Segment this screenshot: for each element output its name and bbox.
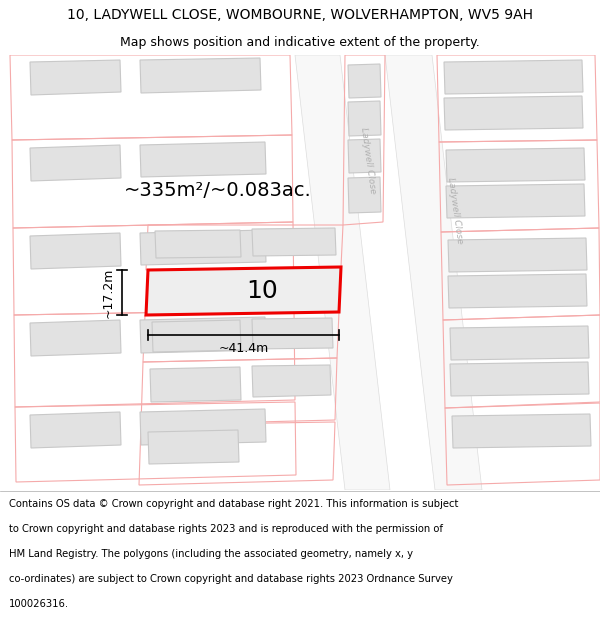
Text: co-ordinates) are subject to Crown copyright and database rights 2023 Ordnance S: co-ordinates) are subject to Crown copyr… [9,574,453,584]
Text: Contains OS data © Crown copyright and database right 2021. This information is : Contains OS data © Crown copyright and d… [9,499,458,509]
Polygon shape [385,55,482,490]
Polygon shape [30,412,121,448]
Polygon shape [448,238,587,272]
Text: 100026316.: 100026316. [9,599,69,609]
Polygon shape [348,101,381,136]
Polygon shape [348,177,381,213]
Text: HM Land Registry. The polygons (including the associated geometry, namely x, y: HM Land Registry. The polygons (includin… [9,549,413,559]
Polygon shape [446,184,585,218]
Polygon shape [150,367,241,402]
Polygon shape [140,142,266,177]
Text: 10, LADYWELL CLOSE, WOMBOURNE, WOLVERHAMPTON, WV5 9AH: 10, LADYWELL CLOSE, WOMBOURNE, WOLVERHAM… [67,8,533,22]
Polygon shape [30,233,121,269]
Polygon shape [444,60,583,94]
Text: ~17.2m: ~17.2m [101,268,115,318]
Polygon shape [140,58,261,93]
Text: ~41.4m: ~41.4m [218,342,269,356]
Polygon shape [30,60,121,95]
Polygon shape [450,362,589,396]
Text: 10: 10 [246,279,278,303]
Polygon shape [140,409,266,445]
Polygon shape [444,96,583,130]
Polygon shape [30,145,121,181]
Polygon shape [348,64,381,98]
Polygon shape [252,365,331,397]
Polygon shape [252,228,336,256]
Text: to Crown copyright and database rights 2023 and is reproduced with the permissio: to Crown copyright and database rights 2… [9,524,443,534]
Text: Ladywell Close: Ladywell Close [359,126,377,194]
Text: Ladywell Close: Ladywell Close [446,176,464,244]
Text: ~335m²/~0.083ac.: ~335m²/~0.083ac. [124,181,312,199]
Polygon shape [148,430,239,464]
Polygon shape [446,148,585,182]
Polygon shape [448,274,587,308]
Polygon shape [450,326,589,360]
Polygon shape [30,320,121,356]
Polygon shape [252,318,333,349]
Polygon shape [452,414,591,448]
Polygon shape [348,139,381,173]
Polygon shape [295,55,390,490]
Polygon shape [140,317,266,353]
Text: Map shows position and indicative extent of the property.: Map shows position and indicative extent… [120,36,480,49]
Polygon shape [146,267,341,315]
Polygon shape [155,230,241,258]
Polygon shape [152,320,241,352]
Polygon shape [140,230,266,265]
